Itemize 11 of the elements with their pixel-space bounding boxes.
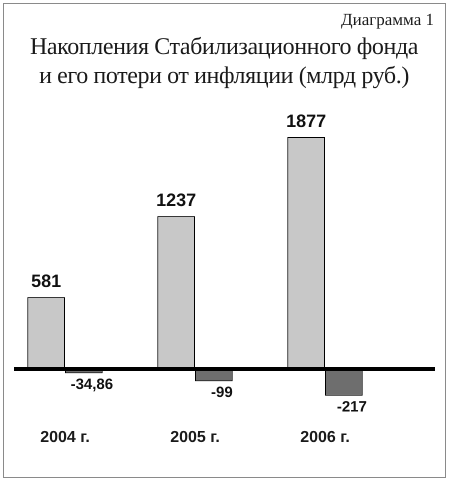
chart-title: Накопления Стабилизационного фонда и его потери от инфляции (млрд руб.): [28, 33, 420, 91]
data-label: -99: [211, 384, 233, 401]
x-tick-label: 2005 г.: [170, 428, 220, 446]
x-tick-label: 2004 г.: [40, 428, 90, 446]
data-label: 1237: [156, 190, 196, 210]
data-label: 1877: [286, 110, 326, 131]
x-tick-label: 2006 г.: [300, 428, 350, 446]
text: Диаграмма 1: [341, 10, 434, 29]
data-label: -34,86: [70, 376, 114, 393]
data-label: 581: [31, 271, 62, 292]
data-label: -217: [336, 398, 367, 416]
